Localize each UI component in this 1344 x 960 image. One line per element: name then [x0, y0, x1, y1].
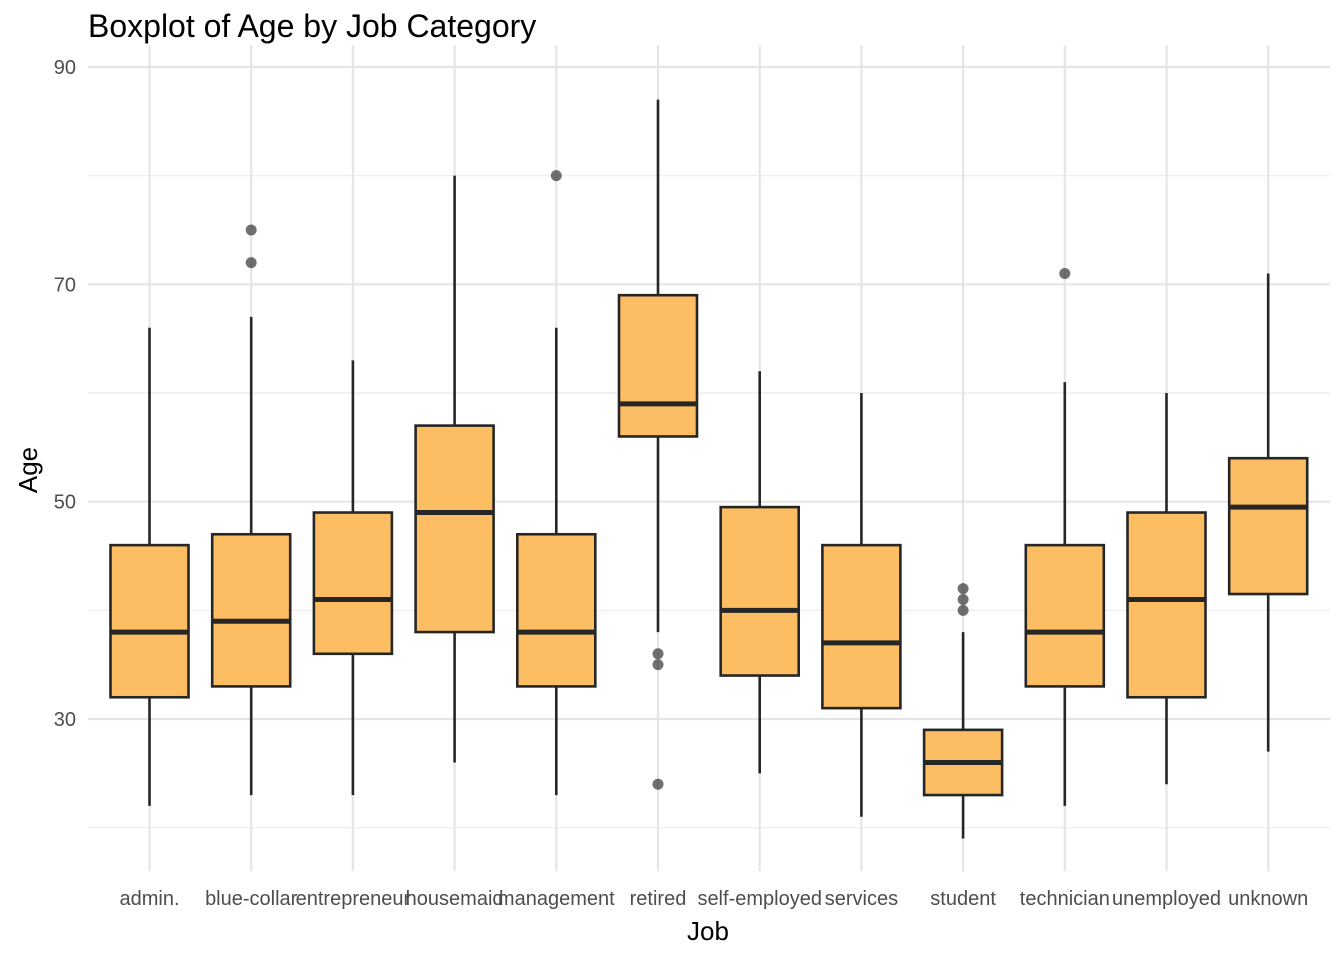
x-tick-label: admin. [119, 888, 179, 910]
x-tick-label: entrepreneur [296, 888, 411, 910]
box-services [821, 393, 902, 817]
outlier-point [1059, 267, 1071, 279]
y-tick-label: 50 [54, 492, 76, 514]
box-iqr [719, 505, 801, 677]
outlier-point [245, 257, 257, 269]
boxes [109, 99, 1309, 839]
box-iqr [821, 543, 902, 710]
box-admin [109, 327, 190, 806]
box-retired [617, 99, 699, 790]
outlier-point [957, 604, 969, 616]
box-unemployed [1126, 393, 1207, 785]
grid-lines [88, 45, 1330, 872]
box-iqr [109, 543, 190, 699]
outlier-point [652, 659, 664, 671]
box-iqr [312, 511, 394, 656]
box-technician [1024, 267, 1106, 806]
box-student [922, 583, 1004, 839]
x-tick-label: blue-collar [205, 888, 298, 910]
outlier-point [652, 778, 664, 790]
box-entrepreneur [312, 360, 394, 796]
box-iqr [1227, 456, 1309, 596]
box-unknown [1227, 273, 1309, 752]
x-axis-title: Job [687, 916, 729, 946]
chart-title: Boxplot of Age by Job Category [88, 8, 537, 44]
x-tick-label: unknown [1228, 888, 1308, 910]
x-tick-label: housemaid [406, 888, 504, 910]
y-tick-labels: 30 50 70 90 [54, 57, 76, 731]
y-tick-label: 70 [54, 274, 76, 296]
outlier-point [957, 583, 969, 595]
box-housemaid [414, 175, 495, 763]
y-axis-title: Age [13, 447, 43, 493]
outlier-point [245, 224, 257, 236]
x-tick-label: retired [630, 888, 687, 910]
outlier-point [957, 593, 969, 605]
x-tick-label: technician [1020, 888, 1110, 910]
x-tick-label: management [498, 888, 615, 910]
x-tick-labels: admin. blue-collarentrepreneurhousemaidma… [119, 888, 1308, 910]
box-iqr [210, 532, 292, 688]
x-tick-label: unemployed [1112, 888, 1221, 910]
box-iqr [617, 293, 699, 438]
x-tick-label: student [930, 888, 996, 910]
y-tick-label: 90 [54, 57, 76, 79]
x-tick-label: services [825, 888, 898, 910]
box-iqr [515, 532, 597, 688]
box-management [515, 170, 597, 796]
box-self-employed [719, 371, 801, 774]
outlier-point [652, 648, 664, 660]
x-tick-label: self-employed [697, 888, 822, 910]
box-iqr [414, 424, 495, 634]
outlier-point [550, 170, 562, 182]
box-blue-collar [210, 224, 292, 796]
box-iqr [1024, 543, 1106, 688]
y-tick-label: 30 [54, 709, 76, 731]
box-iqr [1126, 511, 1207, 699]
